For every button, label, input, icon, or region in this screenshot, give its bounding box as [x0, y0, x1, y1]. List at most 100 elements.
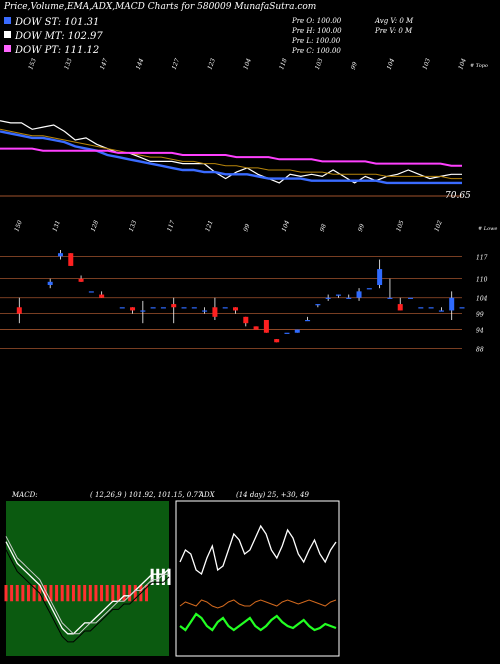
- adx-title: ADX: [198, 491, 216, 499]
- candle-body-35: [408, 297, 414, 299]
- candle-body-19: [243, 316, 249, 324]
- candle-body-6: [99, 294, 105, 298]
- candle-body-0: [16, 307, 22, 314]
- dow-st-label: DOW ST: 101.31: [14, 17, 99, 28]
- dow-pt-swatch: [4, 45, 11, 52]
- minus-di-line: [179, 612, 337, 632]
- candle-body-30: [356, 291, 362, 298]
- candle-body-33: [387, 297, 393, 299]
- dow-mt-label: DOW MT: 102.97: [14, 31, 103, 42]
- candle-body-29: [346, 297, 352, 299]
- top-label-10: 104: [386, 57, 397, 70]
- top-label-11: 103: [421, 57, 432, 70]
- bottom-label-10: 105: [395, 219, 406, 232]
- candle-body-22: [274, 339, 280, 343]
- candle-body-36: [418, 307, 424, 309]
- plus-di-line: [179, 599, 337, 609]
- bottom-label-9: 99: [357, 223, 366, 233]
- dow-st-swatch: [4, 17, 11, 24]
- price-tick-4: 94: [476, 328, 484, 335]
- top-labels: 153 133 147 144 127 123 104 118 103 99 104 103 104: [27, 57, 468, 70]
- adx-line: [179, 524, 337, 576]
- pre-volume: Pre V: 0 M: [374, 27, 413, 35]
- price-tick-1: 110: [476, 277, 488, 284]
- candle-body-34: [397, 304, 403, 311]
- candle-body-18: [233, 307, 238, 311]
- candle-body-37: [428, 307, 434, 309]
- candle-body-23: [284, 332, 290, 334]
- ema-line-ema_short: [0, 130, 462, 185]
- candle-body-15: [202, 310, 208, 312]
- candle-body-25: [305, 320, 311, 322]
- candle-body-17: [222, 307, 228, 309]
- macd-signal-line: [5, 536, 169, 635]
- candle-body-11: [160, 307, 166, 309]
- macd-panel: [6, 501, 169, 656]
- candle-body-5: [88, 291, 94, 293]
- bottom-label-4: 117: [166, 219, 177, 232]
- top-label-6: 104: [242, 57, 253, 70]
- candle-body-4: [78, 278, 84, 282]
- top-label-3: 144: [135, 57, 146, 70]
- candle-body-14: [191, 307, 197, 309]
- candle-body-8: [130, 307, 136, 311]
- adx-panel: [175, 500, 340, 657]
- candle-body-28: [335, 294, 341, 296]
- price-gridlines: 117 110 104 99 94 88: [0, 254, 488, 354]
- ema-line-ema_long: [0, 147, 462, 167]
- candle-body-13: [181, 307, 187, 309]
- bottom-labels: 150 131 128 133 117 121 99 104 98 99 105 102: [13, 219, 444, 232]
- adx-values: (14 day) 25, +30, 49: [236, 491, 309, 499]
- adx-series: [179, 524, 337, 632]
- pre-low: Pre L: 100.00: [291, 37, 341, 45]
- candle-body-2: [57, 253, 63, 257]
- pre-close: Pre C: 100.00: [291, 47, 341, 55]
- top-label-5: 123: [206, 57, 217, 70]
- price-candles: [16, 250, 465, 343]
- bottom-label-2: 128: [90, 219, 101, 232]
- top-label-9: 99: [350, 61, 359, 71]
- price-tick-0: 117: [476, 254, 488, 261]
- candle-body-3: [68, 253, 74, 266]
- candle-body-10: [150, 307, 156, 309]
- candle-body-31: [366, 288, 372, 290]
- candle-body-16: [212, 307, 218, 317]
- bottom-note: # Lowe: [478, 226, 497, 232]
- bottom-label-0: 150: [13, 219, 24, 232]
- macd-series: [4, 536, 171, 643]
- ema-lines: [0, 120, 462, 185]
- bottom-label-5: 121: [204, 220, 214, 233]
- macd-title: MACD:: [11, 491, 38, 499]
- bottom-label-8: 98: [319, 223, 328, 233]
- candle-body-38: [438, 310, 444, 312]
- avg-volume: Avg V: 0 M: [374, 17, 414, 25]
- candle-body-26: [315, 304, 321, 306]
- macd-shadow-line: [5, 549, 170, 643]
- top-label-0: 153: [27, 57, 38, 70]
- top-label-1: 133: [63, 57, 74, 70]
- candle-body-27: [325, 297, 331, 299]
- top-label-7: 118: [278, 57, 289, 70]
- top-label-12: 104: [457, 57, 468, 70]
- candle-body-1: [47, 281, 53, 285]
- candle-body-40: [459, 307, 465, 309]
- price-tick-5: 88: [476, 347, 484, 354]
- macd-values: ( 12,26,9 ) 101.92, 101.15, 0.77: [90, 491, 203, 499]
- candle-body-24: [294, 329, 300, 333]
- candle-body-20: [253, 326, 259, 330]
- pre-open: Pre O: 100.00: [291, 17, 342, 25]
- dow-pt-label: DOW PT: 111.12: [14, 45, 99, 56]
- chart-title: Price,Volume,EMA,ADX,MACD Charts for 580…: [3, 2, 316, 12]
- candle-body-7: [119, 307, 125, 309]
- macd-line: [5, 541, 170, 635]
- top-label-4: 127: [171, 57, 182, 70]
- bottom-label-11: 102: [433, 219, 444, 232]
- price-tick-2: 104: [476, 296, 488, 303]
- bottom-label-7: 104: [281, 219, 292, 232]
- candle-body-21: [263, 320, 269, 333]
- bottom-label-3: 133: [128, 219, 139, 232]
- candle-body-39: [449, 297, 455, 311]
- candle-body-9: [140, 310, 146, 312]
- top-note: # Topo: [470, 63, 488, 69]
